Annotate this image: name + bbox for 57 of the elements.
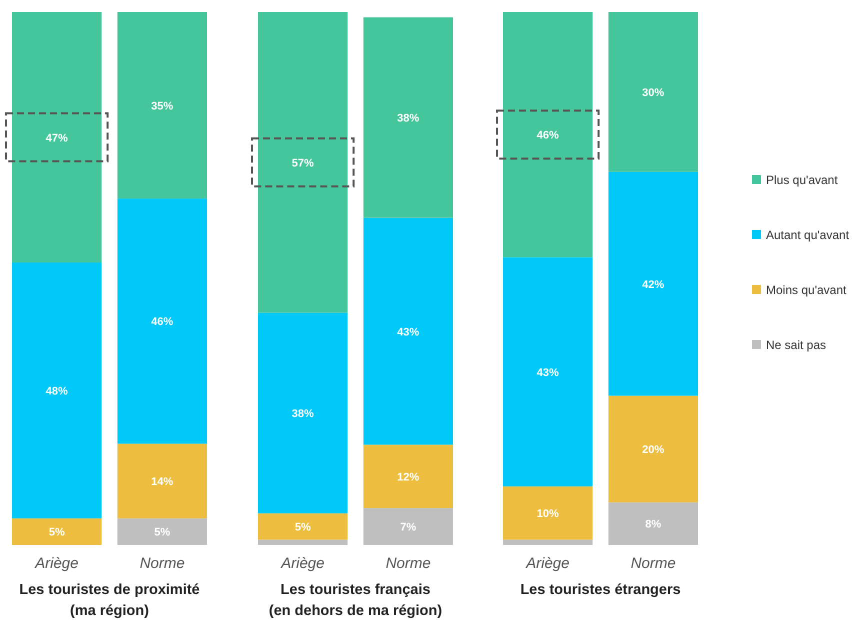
x-tick-label: Ariège — [525, 555, 570, 572]
data-label: 46% — [151, 316, 174, 328]
bar — [117, 12, 207, 199]
x-axis-title: Les touristes étrangers — [520, 582, 681, 598]
data-label: 46% — [536, 130, 560, 142]
bar — [258, 312, 348, 514]
bar — [258, 12, 348, 313]
legend-label: Plus qu'avant — [766, 173, 838, 187]
bar — [363, 218, 453, 445]
bar — [503, 257, 593, 486]
bar — [12, 262, 102, 518]
data-label: 30% — [642, 86, 664, 99]
x-tick-label: Ariège — [280, 555, 324, 572]
data-label: 43% — [397, 326, 420, 338]
bar — [608, 396, 698, 502]
x-tick-label: Norme — [386, 555, 431, 572]
bar — [12, 12, 102, 263]
data-label: 38% — [397, 112, 420, 125]
bar — [608, 502, 698, 545]
bar — [503, 12, 593, 258]
data-label: 12% — [397, 471, 420, 484]
data-label: 43% — [536, 366, 560, 379]
data-label: 57% — [292, 157, 314, 170]
data-label: 35% — [151, 100, 174, 112]
bar — [117, 198, 207, 444]
x-tick-label: Ariège — [34, 555, 78, 572]
x-axis-title: Les touristes français (en dehors de ma région) — [268, 582, 442, 619]
legend-label: Autant qu'avant — [766, 228, 850, 242]
data-label: 5% — [154, 526, 170, 539]
bar — [258, 540, 348, 545]
bar — [117, 444, 207, 518]
data-label: 10% — [536, 508, 560, 520]
bar — [258, 513, 348, 540]
data-label: 7% — [400, 522, 416, 534]
data-label: 5% — [294, 522, 311, 534]
x-tick-label: Norme — [630, 555, 676, 572]
bar — [363, 17, 453, 218]
bar — [363, 508, 453, 545]
bar — [503, 540, 593, 545]
bar — [503, 486, 593, 540]
legend-label: Ne sait pas — [766, 338, 826, 352]
data-label: 47% — [46, 132, 68, 144]
bar — [363, 444, 453, 508]
bar — [608, 172, 698, 396]
data-label: 38% — [292, 408, 314, 420]
data-label: 42% — [642, 278, 664, 291]
bar — [608, 12, 698, 172]
data-label: 5% — [48, 526, 65, 539]
data-label: 8% — [645, 518, 662, 531]
legend-label: Moins qu'avant — [766, 283, 848, 297]
bar — [117, 518, 207, 545]
data-label: 14% — [151, 476, 174, 488]
data-label: 20% — [642, 444, 664, 456]
bar — [12, 518, 102, 545]
x-axis-title: Les touristes de proximité (ma région) — [19, 582, 200, 619]
x-tick-label: Norme — [140, 555, 185, 572]
data-label: 48% — [46, 385, 68, 398]
